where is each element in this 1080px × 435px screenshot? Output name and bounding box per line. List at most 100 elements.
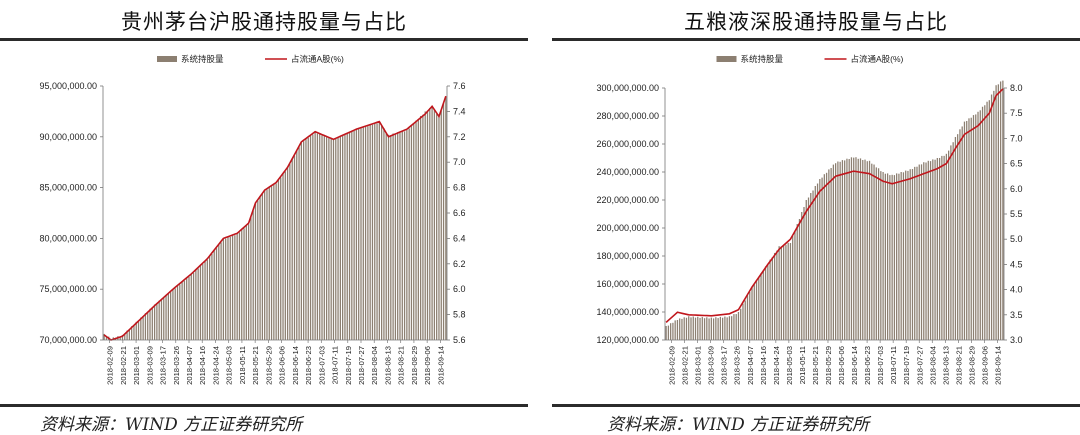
bar-mark <box>871 163 873 340</box>
bar-mark <box>378 121 380 340</box>
bar-mark <box>293 155 296 340</box>
y-left-tick-label: 70,000,000.00 <box>39 335 97 345</box>
x-tick-label: 2018-09-06 <box>980 346 989 385</box>
x-tick-label: 2018-05-03 <box>785 346 794 385</box>
bar-mark <box>920 164 923 340</box>
bar-mark <box>943 155 945 340</box>
bar-mark <box>170 292 172 340</box>
bar-mark <box>131 326 133 340</box>
x-tick-label: 2018-08-29 <box>967 346 976 385</box>
bar-mark <box>796 224 798 340</box>
bar-mark <box>192 272 195 340</box>
bar-mark <box>972 115 975 340</box>
bar-mark <box>445 97 447 341</box>
bar-mark <box>929 161 932 340</box>
y-left-tick-label: 280,000,000.00 <box>596 111 659 121</box>
bar-mark <box>816 183 819 340</box>
bar-mark <box>760 273 762 340</box>
bar-mark <box>303 141 305 340</box>
bar-mark <box>708 318 710 340</box>
x-tick-label: 2018-07-11 <box>889 346 898 384</box>
y-right-tick-label: 4.5 <box>1010 259 1023 269</box>
bar-mark <box>291 158 293 340</box>
bar-mark <box>394 133 397 340</box>
bar-mark <box>442 102 445 341</box>
bar-mark <box>190 273 192 340</box>
bar-mark <box>844 160 846 340</box>
bar-mark <box>952 142 954 340</box>
x-tick-label: 2018-09-06 <box>423 346 432 385</box>
bar-mark <box>676 320 679 340</box>
bar-mark <box>830 168 832 340</box>
bar-mark <box>674 320 676 340</box>
bar-mark <box>889 175 891 340</box>
bar-mark <box>124 333 126 340</box>
bar-mark <box>769 259 771 340</box>
x-tick-label: 2018-08-21 <box>397 346 406 385</box>
x-tick-label: 2018-03-09 <box>145 346 154 385</box>
bar-mark <box>300 141 303 340</box>
bar-mark <box>959 129 961 340</box>
bar-mark <box>355 128 358 340</box>
bar-mark <box>717 318 719 340</box>
bar-mark <box>142 316 144 340</box>
bar-mark <box>767 264 769 340</box>
bar-mark <box>762 270 764 340</box>
x-tick-label: 2018-05-11 <box>798 346 807 384</box>
bar-mark <box>273 183 275 340</box>
bar-mark <box>742 303 744 340</box>
bar-mark <box>683 317 685 340</box>
bar-mark <box>383 128 385 340</box>
bar-mark <box>261 193 264 340</box>
bar-mark <box>957 134 959 340</box>
y-right-tick-label: 6.0 <box>1010 184 1023 194</box>
bar-mark <box>898 173 900 340</box>
bar-mark <box>339 136 341 340</box>
bar-mark <box>144 313 147 340</box>
source-note: 资料来源：WIND 方正证券研究所 <box>40 415 303 435</box>
bar-mark <box>778 246 780 340</box>
bar-mark <box>314 131 316 340</box>
y-left-tick-label: 80,000,000.00 <box>39 233 97 243</box>
bar-mark <box>862 160 864 340</box>
bar-mark <box>712 318 715 340</box>
bar-mark <box>186 277 188 340</box>
bar-mark <box>954 137 957 340</box>
bar-mark <box>726 317 728 340</box>
bar-mark <box>344 134 346 340</box>
bar-mark <box>884 173 886 340</box>
y-right-tick-label: 7.5 <box>1010 108 1023 118</box>
bar-mark <box>986 101 988 340</box>
bar-mark <box>780 246 783 340</box>
bar-mark <box>961 126 963 341</box>
bar-mark <box>229 236 231 340</box>
y-right-tick-label: 6.6 <box>453 208 466 218</box>
bar-mark <box>252 210 254 340</box>
x-tick-label: 2018-06-23 <box>863 346 872 385</box>
bar-mark <box>119 336 121 340</box>
bar-mark <box>839 161 841 340</box>
bar-mark <box>156 303 158 340</box>
bar-mark <box>963 121 966 340</box>
legend-line-label: 占流通A股(%) <box>291 54 344 64</box>
bar-mark <box>697 316 699 340</box>
bar-mark <box>731 316 733 340</box>
bar-mark <box>821 177 823 340</box>
chart-panel-maotai: 贵州茅台沪股通持股量与占比 系统持股量 占流通A股(%) 70,000,000.00… <box>0 0 528 435</box>
bar-mark <box>413 123 415 340</box>
y-right-tick-label: 6.5 <box>1010 159 1023 169</box>
y-right-tick-label: 5.0 <box>1010 234 1023 244</box>
bar-mark <box>914 166 916 340</box>
bar-mark <box>312 134 314 340</box>
bar-mark <box>993 90 995 340</box>
bar-mark <box>231 235 234 340</box>
bar-mark <box>218 244 220 340</box>
bar-mark <box>753 284 755 340</box>
legend-bar-label: 系统持股量 <box>181 54 224 64</box>
bar-mark <box>846 158 848 340</box>
y-right-tick-label: 8.0 <box>1010 83 1023 93</box>
bar-mark <box>837 161 839 340</box>
bar-mark <box>977 111 979 340</box>
bar-mark <box>183 280 186 340</box>
bar-mark <box>241 229 243 340</box>
